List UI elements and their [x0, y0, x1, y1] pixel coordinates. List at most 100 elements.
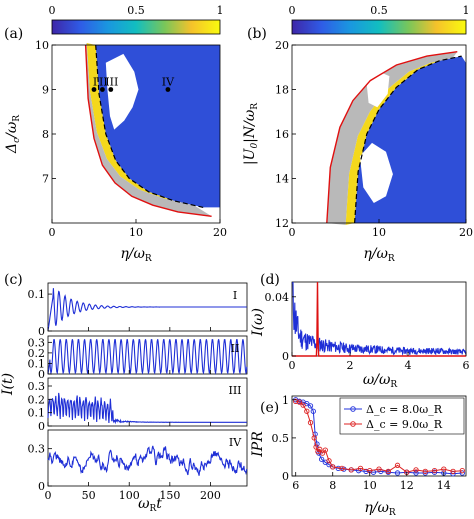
panel-e-ytick-label: 1 [282, 394, 289, 407]
panel-d-ytick-label: 0.04 [265, 291, 290, 304]
colorbar-a-tick-mid: 0.5 [127, 4, 145, 17]
panel-c-IV-xtick-label: 150 [159, 489, 180, 502]
panel-e-point-0 [422, 470, 428, 476]
panel-e-point-1 [441, 466, 447, 472]
marker-I-dot [91, 87, 97, 92]
panel-e-xtick-label: 8 [329, 479, 336, 492]
panel-e-point-1 [422, 468, 428, 475]
panel-c-subplot-label-II: II [231, 342, 240, 355]
panel-b-white-region-upper [366, 71, 390, 108]
panel-e-point-1 [322, 447, 328, 453]
panel-e-xtick-label: 12 [400, 479, 414, 492]
panel-c-I-ytick-label: 0 [38, 325, 45, 338]
colorbar-b-tick-1: 1 [463, 4, 470, 17]
panel-c-series-I [47, 288, 247, 331]
panel-b-red-boundary [326, 51, 458, 224]
panel-c-xlabel: ωRt [138, 496, 162, 514]
panel-e-xtick-label: 10 [363, 479, 377, 492]
panel-a-gray-band [85, 43, 212, 217]
panel-e-ytick-label: 0.5 [272, 432, 290, 445]
panel-b-white-region-lower [359, 142, 393, 203]
panel-e-point-1 [459, 468, 465, 474]
panel-a-black-boundary [95, 44, 204, 208]
panel-a-white-region [105, 53, 139, 130]
panel-e-point-0 [394, 470, 401, 476]
legend-marker-0 [350, 406, 356, 412]
panel-e-point-1 [293, 398, 299, 404]
panel-c-III-ytick-label: 0.2 [28, 393, 46, 406]
panel-e-point-1 [307, 420, 314, 426]
panel-e-point-1 [319, 450, 326, 456]
panel-e-point-1 [376, 466, 382, 472]
panel-e-point-0 [363, 468, 369, 475]
panel-c-IV-xtick-label: 0 [45, 489, 52, 502]
panel-d-series-red [292, 281, 466, 357]
panel-c-IV-ytick-label: 0 [38, 480, 45, 493]
colorbar-a: 0 0.5 1 [49, 4, 224, 35]
legend-label-1: Δ_c = 9.0ω_R [366, 418, 443, 431]
panel-d-ytick-label: 0 [282, 350, 289, 363]
panel-e-point-1 [326, 458, 332, 464]
panel-c-III-ytick-label: 0.1 [28, 407, 46, 420]
panel-b-ytick-label: 16 [275, 128, 289, 141]
colorbar-b-tick-mid: 0.5 [370, 4, 388, 17]
panel-e-point-1 [304, 408, 310, 414]
panel-c-IV-xtick-label: 100 [119, 489, 140, 502]
panel-e-point-0 [431, 469, 438, 475]
panel-e-point-1 [317, 446, 323, 452]
panel-a-ytick-label: 10 [35, 39, 49, 52]
panel-b-black-boundary [354, 55, 462, 224]
panel-d: (d) 0 2 4 6 0 0.04 ω/ωR I(ω) [250, 272, 470, 390]
panel-c-II-ytick-label: 0.2 [28, 347, 46, 360]
panel-c-series-IV [47, 445, 248, 476]
panel-a-ylabel: Δc/ωR [4, 115, 22, 154]
marker-IV-label: IV [162, 76, 175, 89]
panel-b-xtick-label: 0 [289, 226, 296, 239]
panel-d-xtick-label: 4 [405, 359, 412, 372]
panel-a-ytick-label: 8 [42, 128, 49, 141]
marker-III-dot [108, 87, 114, 92]
panel-e-point-1 [450, 468, 456, 475]
panel-c-label: (c) [4, 272, 23, 288]
panel-e-ylabel: IPR [250, 431, 266, 458]
panel-a-xtick-label: 10 [129, 226, 143, 239]
colorbar-b: 0 0.5 1 [289, 4, 470, 35]
panel-a-yellow-band [86, 43, 204, 208]
panel-e-xlabel: η/ωR [364, 500, 396, 518]
panel-e-point-1 [357, 465, 364, 472]
panel-e-legend: Δ_c = 8.0ω_R Δ_c = 9.0ω_R [339, 397, 465, 435]
panel-c-III-ytick-label: 0 [38, 420, 45, 433]
panel-c-series-II [47, 339, 248, 375]
colorbar-a-tick-0: 0 [49, 4, 56, 17]
panel-e-line-1 [295, 400, 463, 473]
colorbar-b-tick-0: 0 [289, 4, 296, 17]
panel-c-II-ytick-label: 0.1 [28, 357, 46, 370]
panel-e-xtick-label: 14 [437, 479, 451, 492]
panel-c-II-ytick-label: 0.3 [28, 336, 46, 349]
marker-II-dot [100, 87, 105, 92]
panel-a-ytick-label: 9 [42, 84, 49, 97]
panel-c-IV-xtick-label: 50 [82, 489, 96, 502]
legend-marker-1 [350, 421, 356, 427]
legend-label-0: Δ_c = 8.0ω_R [366, 403, 443, 416]
panel-e-point-1 [431, 468, 438, 474]
panel-b-gray-band [326, 51, 458, 226]
panel-e-point-1 [330, 464, 336, 470]
panel-b-label: (b) [247, 26, 267, 42]
panel-b-xtick-label: 20 [459, 226, 473, 239]
panel-e-point-1 [296, 399, 303, 405]
panel-e-point-0 [310, 408, 316, 414]
panel-e-point-1 [311, 435, 317, 441]
panel-b-ytick-label: 20 [275, 39, 289, 52]
panel-d-xtick-label: 6 [463, 359, 470, 372]
panel-d-series-blue [292, 281, 467, 356]
panel-e-label: (e) [260, 400, 279, 416]
panel-c-ylabel: I(t) [0, 373, 16, 396]
panel-e-point-1 [394, 462, 401, 468]
panel-d-xlabel: ω/ωR [363, 372, 398, 390]
panel-c-IV-xtick-label: 200 [200, 489, 221, 502]
